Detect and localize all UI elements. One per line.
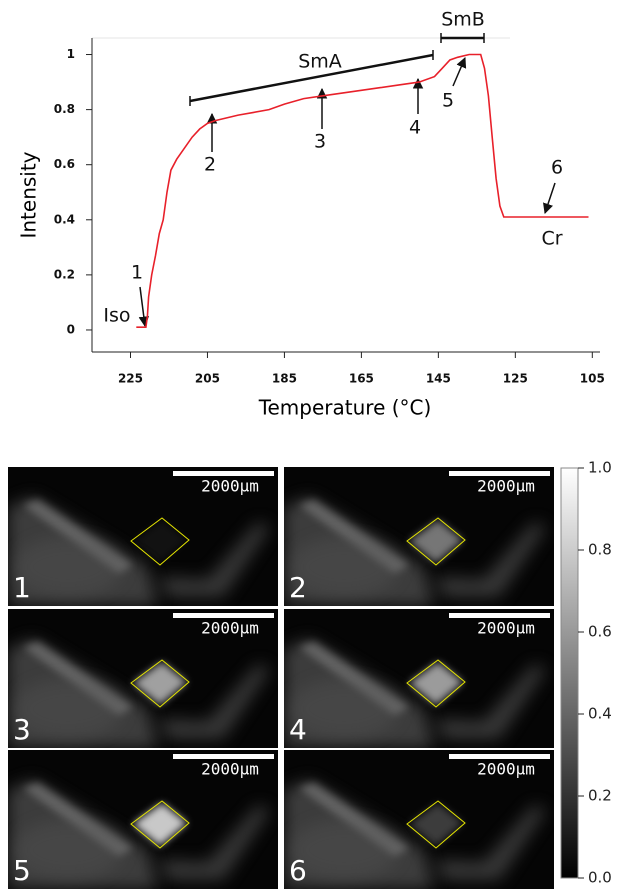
annotation: Cr: [541, 228, 562, 250]
y-tick-label: 0.4: [54, 212, 75, 226]
annotation: 2: [204, 154, 216, 176]
colorbar: [560, 467, 579, 879]
roi: [130, 517, 190, 566]
roi: [130, 800, 190, 849]
annotation: 3: [314, 131, 326, 153]
colorbar-tick-label: 0.2: [588, 787, 612, 805]
scale-bar: [173, 471, 274, 476]
image-panel: 2000μm 2: [284, 467, 554, 606]
scale-bar-label: 2000μm: [477, 477, 535, 496]
panel-label: 3: [13, 713, 31, 746]
sample-glow: [133, 803, 187, 846]
x-tick-label: 185: [272, 372, 297, 386]
panel-label: 2: [289, 571, 307, 604]
panel-label: 5: [13, 854, 31, 887]
y-tick-label: 0.6: [54, 157, 75, 171]
sample-glow: [409, 662, 463, 705]
roi: [406, 800, 466, 849]
image-panel: 2000μm 3: [8, 609, 278, 748]
colorbar-tick-label: 0.8: [588, 541, 612, 559]
panel-label: 4: [289, 713, 307, 746]
texture: [434, 805, 546, 880]
texture: [13, 820, 123, 880]
scale-bar-label: 2000μm: [201, 760, 259, 779]
texture: [434, 664, 546, 739]
annotation: SmB: [441, 9, 485, 31]
arrow: [543, 182, 556, 214]
colorbar-tick-label: 0.0: [588, 869, 612, 887]
texture: [13, 679, 123, 739]
sample-glow: [409, 520, 463, 563]
texture: [289, 820, 399, 880]
texture: [289, 537, 399, 597]
roi: [130, 659, 190, 708]
annotation: 6: [551, 157, 563, 179]
texture: [158, 522, 270, 597]
x-tick-label: 125: [503, 372, 528, 386]
roi: [406, 517, 466, 566]
scale-bar: [449, 754, 550, 759]
annotation: 5: [442, 90, 454, 112]
y-axis-label: Intensity: [17, 151, 41, 238]
annotation: 4: [409, 117, 421, 139]
x-tick-label: 145: [426, 372, 451, 386]
annotation: 1: [131, 262, 143, 284]
image-panel: 2000μm 4: [284, 609, 554, 748]
panel-label: 6: [289, 854, 307, 887]
scale-bar: [173, 613, 274, 618]
image-panel: 2000μm 5: [8, 750, 278, 889]
panel-label: 1: [13, 571, 31, 604]
scale-bar: [173, 754, 274, 759]
scale-bar-label: 2000μm: [477, 760, 535, 779]
scale-bar-label: 2000μm: [201, 619, 259, 638]
y-tick-label: 0.2: [54, 267, 75, 281]
y-tick-label: 1: [67, 47, 75, 61]
scale-bar-label: 2000μm: [201, 477, 259, 496]
texture: [158, 664, 270, 739]
annotation: SmA: [298, 51, 342, 73]
image-panel: 2000μm 1: [8, 467, 278, 606]
colorbar-tick-label: 0.4: [588, 705, 612, 723]
x-tick-label: 225: [118, 372, 143, 386]
roi: [406, 659, 466, 708]
x-tick-label: 205: [195, 372, 220, 386]
data-line: [136, 53, 589, 328]
colorbar-tick-label: 0.6: [588, 623, 612, 641]
sample-glow: [409, 803, 463, 846]
scale-bar: [449, 613, 550, 618]
x-tick-label: 105: [580, 372, 605, 386]
annotation: Iso: [103, 305, 130, 327]
texture: [289, 679, 399, 739]
colorbar-tick-label: 1.0: [588, 459, 612, 477]
image-panel: 2000μm 6: [284, 750, 554, 889]
x-tick-label: 165: [349, 372, 374, 386]
y-tick-label: 0: [67, 322, 75, 336]
x-axis-label: Temperature (°C): [258, 396, 432, 420]
sma-bar: [189, 53, 434, 103]
sample-glow: [133, 662, 187, 705]
y-tick-label: 0.8: [54, 102, 75, 116]
arrow: [138, 286, 150, 328]
scale-bar-label: 2000μm: [477, 619, 535, 638]
texture: [13, 537, 123, 597]
texture: [158, 805, 270, 880]
scale-bar: [449, 471, 550, 476]
arrow: [452, 57, 467, 87]
texture: [434, 522, 546, 597]
sample-glow: [133, 520, 187, 563]
